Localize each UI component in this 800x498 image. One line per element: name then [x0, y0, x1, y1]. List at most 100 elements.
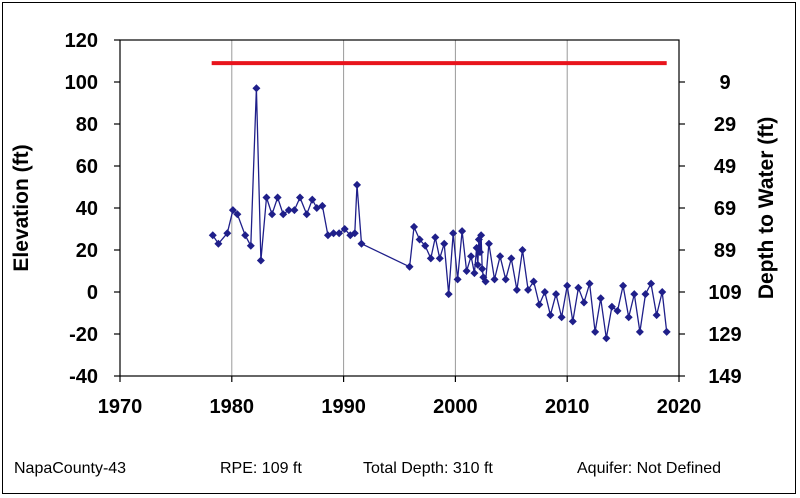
data-point — [449, 229, 458, 238]
data-point — [481, 277, 490, 286]
tick-labels: 1970 1980 1990 2000 2010 2020 -40 -20 0 20 40 60 80 1… — [65, 30, 742, 418]
data-point — [318, 201, 327, 210]
data-point — [473, 260, 482, 269]
data-point — [477, 231, 486, 240]
data-point — [585, 279, 594, 288]
data-point — [462, 267, 471, 275]
y-tick-label: 60 — [76, 156, 98, 178]
data-point — [647, 279, 656, 288]
data-point — [507, 254, 516, 263]
data-point — [268, 210, 277, 219]
y2-tick-label: 49 — [714, 156, 736, 178]
data-point — [440, 239, 449, 248]
data-point — [535, 300, 544, 309]
y-tick-label: -20 — [69, 324, 98, 346]
data-point — [484, 239, 493, 248]
data-point — [340, 225, 349, 233]
data-point — [518, 246, 527, 254]
y-tick-label: 100 — [65, 72, 98, 94]
y-tick-label: 0 — [87, 282, 98, 304]
data-point — [353, 180, 362, 189]
data-point — [246, 241, 255, 250]
data-point — [223, 229, 232, 238]
x-tick-label: 1990 — [321, 396, 366, 418]
data-point — [563, 281, 572, 290]
aquifer-label: Aquifer: Not Defined — [577, 460, 721, 477]
data-point — [290, 206, 299, 215]
data-point — [241, 231, 250, 240]
data-point — [470, 269, 479, 278]
data-point — [208, 231, 217, 240]
data-marks — [208, 61, 671, 343]
data-point — [421, 241, 430, 250]
y2-tick-label: 69 — [714, 198, 736, 220]
y2-tick-label: 29 — [714, 114, 736, 136]
data-point — [641, 290, 650, 299]
data-point — [478, 264, 487, 273]
well-name: NapaCounty-43 — [14, 460, 126, 477]
data-point — [467, 252, 476, 261]
y2-tick-label: 89 — [714, 240, 736, 262]
y-tick-label: -40 — [69, 366, 98, 388]
data-point — [652, 311, 661, 320]
x-tick-label: 1970 — [98, 396, 143, 418]
data-point — [512, 285, 521, 294]
data-point — [273, 193, 282, 202]
y2-tick-label: 129 — [708, 324, 741, 346]
y2-axis-title: Depth to Water (ft) — [755, 117, 778, 299]
data-point — [524, 285, 533, 294]
data-point — [591, 327, 600, 336]
data-point — [658, 288, 667, 296]
data-point — [256, 256, 265, 265]
data-point — [475, 248, 484, 257]
y2-tick-label: 9 — [719, 72, 730, 94]
x-tick-label: 2020 — [657, 396, 702, 418]
data-point — [596, 294, 605, 303]
data-point — [496, 252, 505, 261]
data-point — [308, 195, 317, 204]
data-point — [350, 229, 359, 238]
data-point — [295, 193, 304, 202]
data-point — [453, 275, 462, 284]
data-point — [607, 302, 616, 311]
data-point — [335, 229, 344, 238]
y2-tick-label: 149 — [708, 366, 741, 388]
y-axis-title: Elevation (ft) — [10, 144, 33, 271]
data-point — [546, 311, 555, 320]
data-point — [329, 229, 338, 238]
x-tick-label: 2000 — [433, 396, 478, 418]
data-point — [279, 210, 288, 219]
data-point — [426, 254, 435, 263]
data-point — [302, 210, 311, 219]
data-point — [410, 222, 419, 231]
tick-marks — [114, 39, 685, 382]
data-point — [262, 193, 271, 202]
data-point — [444, 290, 453, 299]
data-point — [501, 275, 510, 284]
x-tick-label: 1980 — [210, 396, 255, 418]
plot-area — [119, 39, 680, 377]
data-point — [415, 235, 424, 244]
x-tick-label: 2010 — [545, 396, 590, 418]
data-point — [540, 288, 549, 296]
data-point — [214, 239, 223, 248]
data-point — [630, 290, 639, 299]
data-point — [435, 254, 444, 263]
data-point — [574, 283, 583, 292]
data-point — [405, 262, 414, 271]
data-point — [431, 233, 440, 242]
data-point — [529, 277, 538, 286]
data-point — [579, 298, 588, 307]
data-point — [552, 290, 561, 299]
data-point — [233, 210, 242, 219]
data-point — [602, 334, 611, 343]
grid-lines — [231, 40, 568, 376]
data-point — [228, 206, 237, 215]
y-tick-label: 80 — [76, 114, 98, 136]
data-point — [490, 275, 499, 284]
data-point — [662, 327, 671, 336]
data-point — [252, 84, 261, 93]
y2-tick-label: 109 — [708, 282, 741, 304]
